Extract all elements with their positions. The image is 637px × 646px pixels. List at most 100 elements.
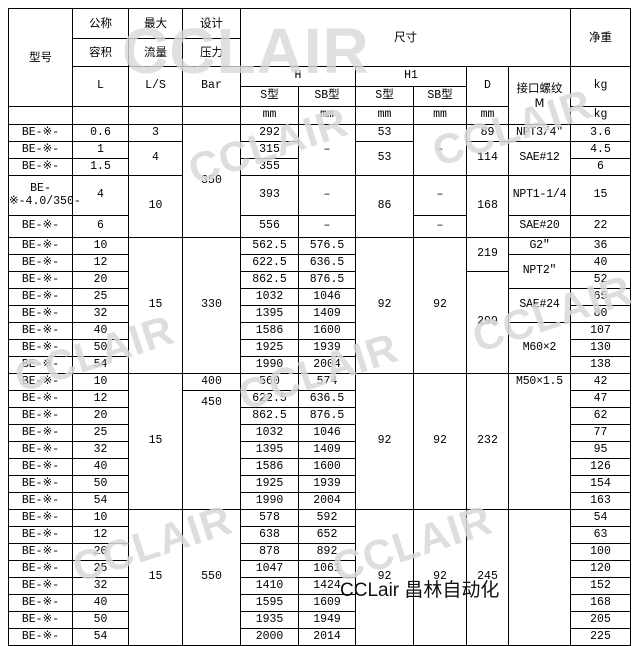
header-unit-mm-h1-sb: mm <box>413 106 467 125</box>
header-h: H <box>240 66 356 87</box>
cell-volume: 10 <box>72 509 129 527</box>
cell-weight: 4.5 <box>570 141 631 159</box>
cell-design-pressure: 350 <box>182 124 241 238</box>
header-nominal-volume-line1: 公称 <box>72 8 129 39</box>
cell-h-sb: 2004 <box>298 492 356 510</box>
table-row[interactable]: BE-※- 54 1990 2004 163 <box>8 492 631 510</box>
cell-weight: 80 <box>570 305 631 323</box>
header-unit-bar: Bar <box>182 66 241 107</box>
table-row[interactable]: BE-※- 40 1595 1609 168 <box>8 594 631 612</box>
table-row[interactable]: BE-※- 1.5 355 6 <box>8 158 631 176</box>
header-h1-sb-type: SB型 <box>413 86 467 107</box>
cell-model: BE-※- <box>8 441 73 459</box>
cell-h-s: 1586 <box>240 458 299 476</box>
cell-weight: 225 <box>570 628 631 646</box>
table-row[interactable]: BE-※- 25 1032 1046 SAE#24 65 <box>8 288 631 323</box>
cell-h-sb: 1409 <box>298 305 356 323</box>
table-row[interactable]: BE-※- 6 556 – – SAE#20 22 <box>8 215 631 238</box>
header-design-pressure-line1: 设计 <box>182 8 241 39</box>
cell-volume: 54 <box>72 492 129 510</box>
cell-h-sb: 1949 <box>298 611 356 629</box>
cell-d: 114 <box>466 141 509 176</box>
table-row[interactable]: BE-※- 1 4 315 53 114 SAE#12 4.5 <box>8 141 631 176</box>
table-row[interactable]: BE-※- 10 15 550 578 592 92 92 245 54 <box>8 509 631 646</box>
cell-h-s: 1410 <box>240 577 299 595</box>
cell-volume: 54 <box>72 628 129 646</box>
cell-weight: 65 <box>570 288 631 306</box>
header-unit-mm-d: mm <box>466 106 509 125</box>
cell-volume: 40 <box>72 322 129 340</box>
cell-weight: 168 <box>570 594 631 612</box>
header-max-flow-line1: 最大 <box>128 8 183 39</box>
header-nominal-volume-line2: 容积 <box>72 38 129 67</box>
cell-h-sb: – <box>298 124 356 176</box>
cell-volume: 50 <box>72 339 129 357</box>
cell-volume: 25 <box>72 424 129 442</box>
cell-volume: 12 <box>72 526 129 544</box>
table-row[interactable]: BE-※- 54 1990 2004 138 <box>8 356 631 374</box>
cell-volume: 12 <box>72 254 129 272</box>
cell-h1-sb: 92 <box>413 237 467 374</box>
header-unit-mm-h1-s: mm <box>355 106 414 125</box>
header-unit-mm-h-sb: mm <box>298 106 356 125</box>
table-row[interactable]: BE-※- 20 862.5 876.5 299 52 <box>8 271 631 374</box>
cell-thread: M50×1.5 <box>508 373 571 510</box>
cell-h-s: 1395 <box>240 441 299 459</box>
cell-h-sb: 892 <box>298 543 356 561</box>
cell-volume: 20 <box>72 271 129 289</box>
table-row[interactable]: BE-※- 10 15 400 560 574 92 92 232 M50×1.… <box>8 373 631 510</box>
table-row[interactable]: BE-※- 20 878 892 100 <box>8 543 631 561</box>
cell-model: BE-※- <box>8 560 73 578</box>
cell-model: BE-※- <box>8 458 73 476</box>
cell-d: 168 <box>466 175 509 238</box>
cell-volume: 32 <box>72 577 129 595</box>
cell-h-sb: 1939 <box>298 475 356 493</box>
cell-h-sb: 1409 <box>298 441 356 459</box>
cell-h-sb: 1046 <box>298 288 356 306</box>
header-unit-blank <box>182 106 241 125</box>
cell-d: 299 <box>466 271 509 374</box>
cell-weight: 126 <box>570 458 631 476</box>
cell-h1-s: 86 <box>355 175 414 238</box>
cell-h-s: 1925 <box>240 339 299 357</box>
cell-h-sb: 1609 <box>298 594 356 612</box>
table-row[interactable]: BE-※- 12 622.5 636.5 NPT2″ 40 <box>8 254 631 289</box>
cell-volume: 4 <box>72 175 129 216</box>
table-row[interactable]: BE-※- 50 1925 1939 154 <box>8 475 631 493</box>
table-row[interactable]: BE-※- 20 862.5 876.5 62 <box>8 407 631 425</box>
cell-volume: 1 <box>72 141 129 159</box>
table-row[interactable]: BE-※- 12 450 622.5 636.5 47 <box>8 390 631 510</box>
table-row[interactable]: BE-※- 32 1395 1409 80 <box>8 305 631 323</box>
cell-flow: 15 <box>128 237 183 374</box>
table-row[interactable]: BE-※- 40 1586 1600 M60×2 107 <box>8 322 631 374</box>
table-row[interactable]: BE-※-4.0/350- 4 10 393 – 86 – 168 NPT1-1… <box>8 175 631 238</box>
cell-model: BE-※- <box>8 407 73 425</box>
cell-weight: 52 <box>570 271 631 289</box>
cell-model: BE-※- <box>8 526 73 544</box>
cell-model: BE-※- <box>8 237 73 255</box>
cell-h1-sb: – <box>413 215 467 238</box>
cell-h-sb: – <box>298 175 356 216</box>
header-h-sb-type: SB型 <box>298 86 356 107</box>
cell-h1-s: 92 <box>355 237 414 374</box>
cell-volume: 50 <box>72 611 129 629</box>
cell-volume: 50 <box>72 475 129 493</box>
cell-volume: 25 <box>72 288 129 306</box>
header-unit-blank <box>72 106 129 125</box>
table-row[interactable]: BE-※- 10 15 330 562.5 576.5 92 92 219 G2… <box>8 237 631 374</box>
cell-h-s: 862.5 <box>240 407 299 425</box>
cell-h1-s: 92 <box>355 373 414 510</box>
cell-h1-sb: – <box>413 124 467 176</box>
cell-flow: 15 <box>128 373 183 510</box>
header-thread: 接口螺纹 M <box>508 66 571 125</box>
cell-model: BE-※- <box>8 254 73 272</box>
table-row[interactable]: BE-※- 25 1047 1061 120 <box>8 560 631 578</box>
cell-volume: 40 <box>72 458 129 476</box>
header-d: D <box>466 66 509 107</box>
cell-volume: 54 <box>72 356 129 374</box>
table-row[interactable]: BE-※- 0.6 3 350 292 – 53 – 89 NPT3/4″ 3.… <box>8 124 631 238</box>
cell-design-pressure-450: 450 <box>182 390 241 510</box>
header-unit-ls: L/S <box>128 66 183 107</box>
cell-h-sb: – <box>298 215 356 238</box>
cell-h-s: 315 <box>240 141 299 159</box>
